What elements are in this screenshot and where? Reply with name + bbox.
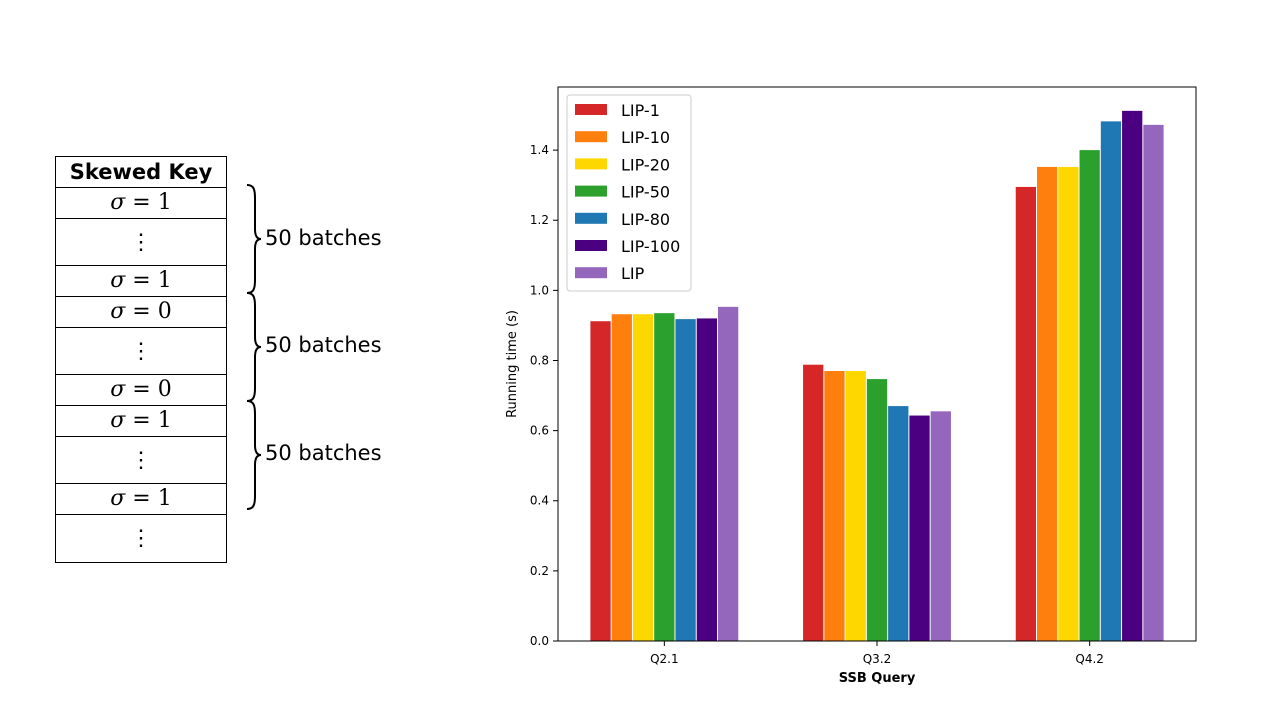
ellipsis-row: ⋮ [56, 515, 226, 562]
bar-lip-50-q4.2 [1079, 150, 1100, 641]
bar-lip-80-q3.2 [888, 406, 909, 641]
y-tick-label: 0.4 [530, 494, 549, 508]
brace-3 [246, 400, 262, 510]
y-tick-label: 0.0 [530, 634, 549, 648]
batch-label-3: 50 batches [265, 441, 382, 465]
vertical-ellipsis: ⋮ [130, 339, 152, 364]
equals-sign: = [125, 190, 158, 215]
legend-label: LIP-50 [621, 183, 670, 202]
bar-lip-1-q2.1 [590, 321, 611, 641]
sigma-symbol: σ [110, 268, 126, 293]
equals-sign: = [125, 268, 158, 293]
legend-swatch [575, 104, 607, 115]
legend-label: LIP-100 [621, 237, 680, 256]
bar-lip-80-q4.2 [1100, 121, 1122, 642]
y-tick-label: 1.4 [530, 143, 549, 157]
bar-lip-q4.2 [1143, 124, 1164, 642]
bar-lip-100-q4.2 [1122, 110, 1143, 642]
ellipsis-row: ⋮ [56, 328, 226, 375]
legend-swatch [575, 185, 607, 197]
sigma-symbol: σ [110, 486, 126, 511]
sigma-value: 0 [157, 377, 172, 402]
sigma-symbol: σ [110, 299, 126, 324]
bar-lip-q3.2 [930, 411, 951, 641]
ellipsis-row: ⋮ [56, 219, 226, 266]
bar-lip-10-q4.2 [1037, 166, 1058, 641]
bar-lip-50-q3.2 [866, 379, 888, 641]
bar-lip-1-q3.2 [803, 364, 824, 641]
bar-lip-100-q2.1 [696, 318, 717, 641]
legend-swatch [575, 267, 607, 279]
x-axis-title: SSB Query [839, 671, 916, 686]
sigma-symbol: σ [110, 190, 126, 215]
sigma-row: σ = 0 [56, 375, 226, 406]
sigma-symbol: σ [110, 377, 126, 402]
sigma-value: 1 [157, 268, 172, 293]
x-tick-label: Q2.1 [650, 652, 679, 666]
sigma-symbol: σ [110, 408, 126, 433]
sigma-row: σ = 1 [56, 266, 226, 297]
y-tick-label: 0.2 [530, 564, 549, 578]
y-axis-title: Running time (s) [505, 310, 520, 418]
bar-lip-20-q2.1 [632, 314, 654, 641]
sigma-value: 1 [157, 190, 172, 215]
bar-lip-100-q3.2 [909, 415, 930, 641]
equals-sign: = [125, 486, 158, 511]
bar-lip-10-q3.2 [824, 371, 845, 641]
sigma-row: σ = 0 [56, 297, 226, 328]
legend-swatch [575, 131, 607, 143]
y-tick-label: 0.8 [530, 353, 549, 367]
vertical-ellipsis: ⋮ [130, 230, 152, 255]
bar-lip-20-q4.2 [1058, 166, 1079, 641]
equals-sign: = [125, 377, 158, 402]
bar-lip-20-q3.2 [845, 371, 866, 641]
legend-swatch [575, 240, 607, 251]
legend-label: LIP-20 [621, 155, 670, 174]
sigma-row: σ = 1 [56, 188, 226, 219]
legend-label: LIP-10 [621, 128, 670, 147]
legend-swatch [575, 212, 607, 224]
bar-lip-50-q2.1 [654, 313, 675, 641]
legend-label: LIP-80 [621, 210, 670, 229]
vertical-ellipsis: ⋮ [130, 526, 152, 551]
batch-label-1: 50 batches [265, 226, 382, 250]
equals-sign: = [125, 408, 158, 433]
brace-1 [246, 184, 262, 294]
x-axis: Q2.1 Q3.2 Q4.2 [650, 641, 1104, 666]
sigma-value: 1 [157, 408, 172, 433]
sigma-row: σ = 1 [56, 406, 226, 437]
bar-lip-q2.1 [718, 306, 739, 641]
batch-label-2: 50 batches [265, 333, 382, 357]
vertical-ellipsis: ⋮ [130, 448, 152, 473]
bars-group [590, 110, 1164, 642]
bar-lip-10-q2.1 [611, 314, 632, 641]
x-tick-label: Q3.2 [863, 652, 892, 666]
equals-sign: = [125, 299, 158, 324]
legend-label: LIP-1 [621, 101, 660, 120]
y-tick-label: 0.6 [530, 424, 549, 438]
y-tick-label: 1.2 [530, 213, 549, 227]
sigma-row: σ = 1 [56, 484, 226, 515]
legend-swatch [575, 158, 607, 170]
bar-lip-1-q4.2 [1015, 186, 1036, 642]
legend-label: LIP [621, 264, 645, 283]
sigma-value: 1 [157, 486, 172, 511]
y-tick-label: 1.0 [530, 283, 549, 297]
x-tick-label: Q4.2 [1075, 652, 1104, 666]
legend: LIP-1 LIP-10 LIP-20 LIP-50 LIP-80 LIP-100 LIP [566, 94, 692, 292]
y-axis: 0.0 0.2 0.4 0.6 0.8 1.0 1.2 1.4 [530, 143, 558, 648]
table-header: Skewed Key [56, 157, 226, 188]
sigma-value: 0 [157, 299, 172, 324]
bar-lip-80-q2.1 [675, 319, 696, 641]
brace-2 [246, 292, 262, 402]
ellipsis-row: ⋮ [56, 437, 226, 484]
